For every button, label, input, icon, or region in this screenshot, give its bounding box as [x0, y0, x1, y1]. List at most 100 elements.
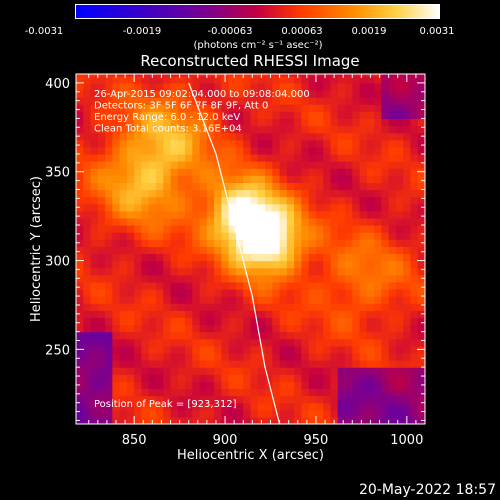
heatmap-cell	[352, 189, 361, 198]
heatmap-cell	[221, 253, 230, 262]
heatmap-cell	[235, 310, 244, 319]
heatmap-cell	[243, 288, 252, 297]
heatmap-cell	[366, 146, 375, 155]
heatmap-cell	[243, 97, 252, 105]
heatmap-cell	[257, 168, 266, 176]
heatmap-cell	[97, 175, 106, 183]
heatmap-cell	[301, 274, 310, 283]
heatmap-cell	[243, 345, 252, 354]
heatmap-cell	[315, 267, 324, 276]
heatmap-cell	[265, 260, 273, 269]
heatmap-cell	[388, 111, 397, 120]
heatmap-cell	[97, 132, 106, 141]
heatmap-cell	[126, 360, 135, 368]
heatmap-cell	[272, 367, 281, 375]
heatmap-cell	[381, 217, 390, 226]
heatmap-cell	[301, 139, 310, 148]
heatmap-cell	[170, 345, 179, 354]
heatmap-cell	[192, 75, 201, 84]
heatmap-cell	[105, 139, 113, 148]
heatmap-cell	[235, 146, 244, 155]
heatmap-cell	[243, 210, 252, 219]
heatmap-cell	[148, 232, 157, 240]
heatmap-cell	[134, 161, 143, 169]
heatmap-cell	[294, 274, 302, 283]
heatmap-cell	[97, 153, 106, 162]
heatmap-cell	[381, 281, 390, 290]
heatmap-cell	[381, 331, 390, 340]
heatmap-cell	[206, 274, 215, 283]
heatmap-cell	[185, 139, 193, 148]
heatmap-cell	[97, 409, 106, 418]
heatmap-cell	[148, 104, 157, 112]
heatmap-cell	[112, 374, 121, 382]
plot-frame	[75, 73, 426, 425]
heatmap-cell	[76, 374, 84, 382]
heatmap-cell	[279, 210, 288, 219]
heatmap-cell	[119, 139, 128, 148]
heatmap-cell	[97, 345, 106, 354]
heatmap-cell	[381, 75, 390, 84]
heatmap-cell	[243, 338, 252, 347]
heatmap-cell	[265, 146, 273, 155]
heatmap-cell	[395, 381, 404, 390]
heatmap-cell	[337, 146, 346, 155]
heatmap-cell	[388, 352, 397, 361]
heatmap-cell	[265, 374, 273, 382]
heatmap-cell	[243, 331, 252, 340]
heatmap-cell	[97, 303, 106, 311]
heatmap-cell	[105, 317, 113, 326]
heatmap-cell	[134, 75, 143, 84]
heatmap-cell	[417, 196, 425, 205]
heatmap-cell	[294, 374, 302, 382]
x-tick-label: 1000	[390, 433, 423, 448]
heatmap-cell	[265, 74, 273, 77]
heatmap-cell	[243, 267, 252, 276]
heatmap-cell	[265, 132, 273, 141]
heatmap-cell	[337, 331, 346, 340]
heatmap-cell	[76, 75, 84, 84]
heatmap-cell	[126, 146, 135, 155]
heatmap-cell	[119, 267, 128, 276]
heatmap-cell	[83, 161, 92, 169]
heatmap-cell	[352, 175, 361, 183]
heatmap-cell	[192, 232, 201, 240]
heatmap-cell	[105, 381, 113, 390]
heatmap-cell	[83, 153, 92, 162]
heatmap-cell	[155, 161, 164, 169]
heatmap-cell	[243, 168, 252, 176]
heatmap-cell	[221, 317, 230, 326]
heatmap-cell	[381, 111, 390, 120]
heatmap-cell	[301, 153, 310, 162]
heatmap-cell	[163, 175, 172, 183]
heatmap-cell	[228, 82, 237, 91]
heatmap-cell	[265, 416, 273, 424]
heatmap-cell	[134, 175, 143, 183]
heatmap-cell	[301, 196, 310, 205]
x-tick-label: 900	[213, 433, 238, 448]
heatmap-cell	[83, 352, 92, 361]
heatmap-cell	[345, 182, 353, 191]
heatmap-cell	[185, 296, 193, 304]
heatmap-cell	[243, 118, 252, 127]
heatmap-cell	[90, 189, 99, 198]
heatmap-cell	[374, 111, 382, 120]
heatmap-cell	[112, 203, 121, 212]
heatmap-cell	[345, 153, 353, 162]
heatmap-cell	[323, 217, 332, 226]
heatmap-cell	[163, 253, 172, 262]
heatmap-cell	[330, 111, 339, 120]
heatmap-cell	[417, 153, 425, 162]
heatmap-cell	[345, 288, 353, 297]
heatmap-cell	[163, 416, 172, 424]
heatmap-cell	[330, 146, 339, 155]
heatmap-cell	[97, 338, 106, 347]
heatmap-cell	[417, 395, 425, 404]
heatmap-cell	[265, 288, 273, 297]
heatmap-cell	[345, 168, 353, 176]
heatmap-cell	[221, 232, 230, 240]
heatmap-cell	[206, 317, 215, 326]
heatmap-cell	[155, 118, 164, 127]
heatmap-cell	[119, 146, 128, 155]
heatmap-cell	[410, 267, 419, 276]
